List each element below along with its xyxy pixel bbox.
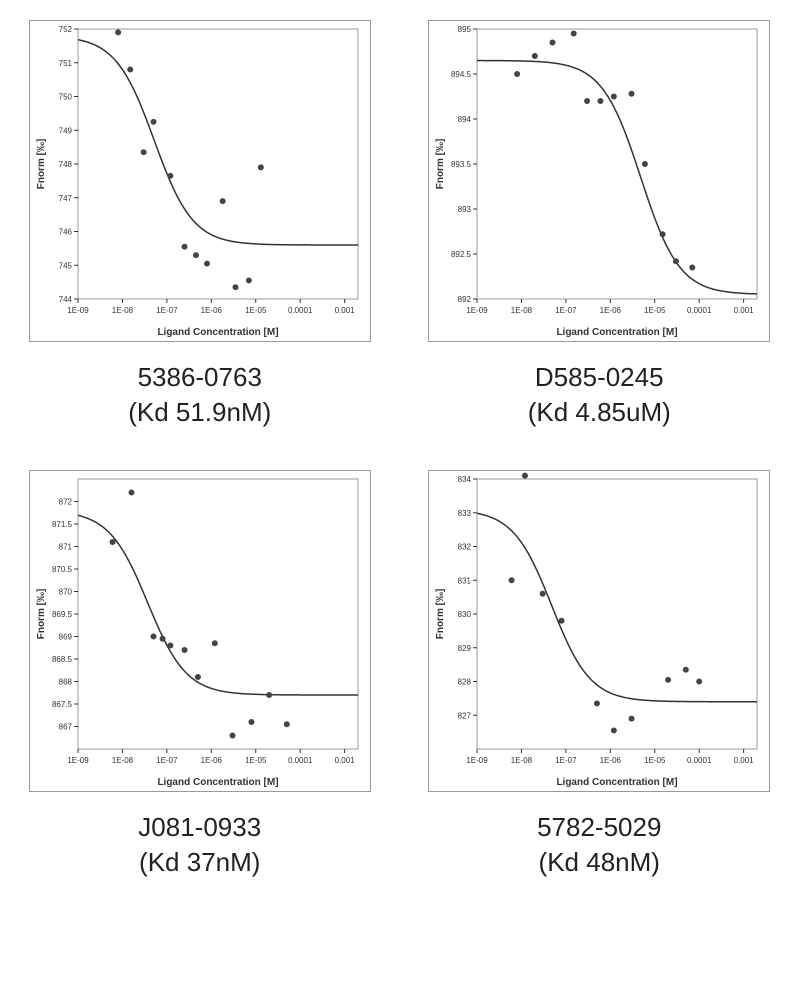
svg-text:868.5: 868.5 xyxy=(52,655,73,664)
svg-text:1E-09: 1E-09 xyxy=(67,756,89,765)
svg-text:892.5: 892.5 xyxy=(451,250,472,259)
svg-text:893: 893 xyxy=(458,205,472,214)
svg-text:832: 832 xyxy=(458,543,472,552)
chart-svg-b: 892 892.5 893 893.5 894 894.5 895 1E-09 1E-08 1E-… xyxy=(429,21,769,341)
svg-text:0.0001: 0.0001 xyxy=(288,306,313,315)
svg-text:867.5: 867.5 xyxy=(52,700,73,709)
svg-text:827: 827 xyxy=(458,711,472,720)
svg-text:Fnorm [‰]: Fnorm [‰] xyxy=(435,139,446,190)
svg-text:Ligand Concentration [M]: Ligand Concentration [M] xyxy=(557,327,678,338)
svg-text:892: 892 xyxy=(458,295,472,304)
caption-d-line2: (Kd 48nM) xyxy=(539,847,660,877)
chart-svg-c: 867 867.5 868 868.5 869 869.5 870 870.5 871 871.5… xyxy=(30,471,370,791)
svg-text:1E-05: 1E-05 xyxy=(644,756,666,765)
svg-text:1E-05: 1E-05 xyxy=(644,306,666,315)
chart-c: 867 867.5 868 868.5 869 869.5 870 870.5 871 871.5… xyxy=(29,470,371,792)
chart-svg-a: 744 745 746 747 748 749 750 751 752 1E-09 1E-08 1E-… xyxy=(30,21,370,341)
svg-text:1E-05: 1E-05 xyxy=(245,756,267,765)
svg-text:1E-06: 1E-06 xyxy=(600,306,622,315)
svg-text:751: 751 xyxy=(58,59,72,68)
caption-a: 5386-0763 (Kd 51.9nM) xyxy=(128,360,271,430)
caption-b-line1: D585-0245 xyxy=(535,362,664,392)
caption-c-line1: J081-0933 xyxy=(138,812,261,842)
chart-grid: 744 745 746 747 748 749 750 751 752 1E-09 1E-08 1E-… xyxy=(15,20,784,910)
svg-text:748: 748 xyxy=(58,160,72,169)
caption-a-line2: (Kd 51.9nM) xyxy=(128,397,271,427)
svg-text:750: 750 xyxy=(58,93,72,102)
panel-b: 892 892.5 893 893.5 894 894.5 895 1E-09 1E-08 1E-… xyxy=(415,20,785,460)
panel-c: 867 867.5 868 868.5 869 869.5 870 870.5 871 871.5… xyxy=(15,470,385,910)
svg-text:829: 829 xyxy=(458,644,472,653)
svg-text:1E-05: 1E-05 xyxy=(245,306,267,315)
svg-text:869.5: 869.5 xyxy=(52,610,73,619)
svg-text:1E-08: 1E-08 xyxy=(112,306,134,315)
svg-text:870.5: 870.5 xyxy=(52,565,73,574)
svg-text:871.5: 871.5 xyxy=(52,520,73,529)
svg-text:895: 895 xyxy=(458,25,472,34)
svg-text:871: 871 xyxy=(58,543,72,552)
caption-c: J081-0933 (Kd 37nM) xyxy=(138,810,261,880)
chart-a: 744 745 746 747 748 749 750 751 752 1E-09 1E-08 1E-… xyxy=(29,20,371,342)
svg-text:752: 752 xyxy=(58,25,72,34)
chart-d: 827 828 829 830 831 832 833 834 1E-09 1E-08 1E-07 1… xyxy=(428,470,770,792)
svg-text:744: 744 xyxy=(58,295,72,304)
panel-a: 744 745 746 747 748 749 750 751 752 1E-09 1E-08 1E-… xyxy=(15,20,385,460)
svg-text:867: 867 xyxy=(58,723,72,732)
svg-text:894.5: 894.5 xyxy=(451,70,472,79)
svg-text:893.5: 893.5 xyxy=(451,160,472,169)
caption-c-line2: (Kd 37nM) xyxy=(139,847,260,877)
svg-text:746: 746 xyxy=(58,228,72,237)
svg-text:Fnorm [‰]: Fnorm [‰] xyxy=(36,589,47,640)
svg-text:745: 745 xyxy=(58,261,72,270)
svg-text:1E-08: 1E-08 xyxy=(112,756,134,765)
svg-text:831: 831 xyxy=(458,576,472,585)
svg-text:Fnorm [‰]: Fnorm [‰] xyxy=(36,139,47,190)
svg-text:0.0001: 0.0001 xyxy=(687,756,712,765)
svg-text:749: 749 xyxy=(58,126,72,135)
chart-svg-d: 827 828 829 830 831 832 833 834 1E-09 1E-08 1E-07 1… xyxy=(429,471,769,791)
svg-text:833: 833 xyxy=(458,509,472,518)
svg-text:1E-07: 1E-07 xyxy=(555,756,577,765)
svg-text:Fnorm [‰]: Fnorm [‰] xyxy=(435,589,446,640)
svg-text:0.0001: 0.0001 xyxy=(288,756,313,765)
caption-a-line1: 5386-0763 xyxy=(138,362,262,392)
chart-b: 892 892.5 893 893.5 894 894.5 895 1E-09 1E-08 1E-… xyxy=(428,20,770,342)
svg-text:747: 747 xyxy=(58,194,72,203)
svg-text:Ligand Concentration [M]: Ligand Concentration [M] xyxy=(557,777,678,788)
svg-text:872: 872 xyxy=(58,498,72,507)
svg-text:1E-06: 1E-06 xyxy=(200,756,222,765)
svg-text:1E-07: 1E-07 xyxy=(555,306,577,315)
svg-text:1E-08: 1E-08 xyxy=(511,306,533,315)
svg-text:1E-07: 1E-07 xyxy=(156,756,178,765)
svg-text:1E-09: 1E-09 xyxy=(67,306,89,315)
svg-text:0.001: 0.001 xyxy=(734,306,755,315)
svg-text:868: 868 xyxy=(58,678,72,687)
caption-d: 5782-5029 (Kd 48nM) xyxy=(537,810,661,880)
svg-text:Ligand Concentration [M]: Ligand Concentration [M] xyxy=(157,327,278,338)
svg-text:1E-06: 1E-06 xyxy=(600,756,622,765)
svg-text:869: 869 xyxy=(58,633,72,642)
svg-text:1E-09: 1E-09 xyxy=(467,306,489,315)
svg-text:834: 834 xyxy=(458,475,472,484)
svg-text:1E-06: 1E-06 xyxy=(200,306,222,315)
svg-text:Ligand Concentration [M]: Ligand Concentration [M] xyxy=(157,777,278,788)
svg-text:0.001: 0.001 xyxy=(734,756,755,765)
svg-text:0.0001: 0.0001 xyxy=(687,306,712,315)
svg-text:870: 870 xyxy=(58,588,72,597)
svg-text:1E-09: 1E-09 xyxy=(467,756,489,765)
panel-d: 827 828 829 830 831 832 833 834 1E-09 1E-08 1E-07 1… xyxy=(415,470,785,910)
svg-text:1E-07: 1E-07 xyxy=(156,306,178,315)
svg-text:0.001: 0.001 xyxy=(334,756,355,765)
svg-text:894: 894 xyxy=(458,115,472,124)
svg-text:830: 830 xyxy=(458,610,472,619)
svg-text:0.001: 0.001 xyxy=(334,306,355,315)
svg-text:828: 828 xyxy=(458,678,472,687)
caption-b: D585-0245 (Kd 4.85uM) xyxy=(528,360,671,430)
caption-b-line2: (Kd 4.85uM) xyxy=(528,397,671,427)
svg-text:1E-08: 1E-08 xyxy=(511,756,533,765)
caption-d-line1: 5782-5029 xyxy=(537,812,661,842)
